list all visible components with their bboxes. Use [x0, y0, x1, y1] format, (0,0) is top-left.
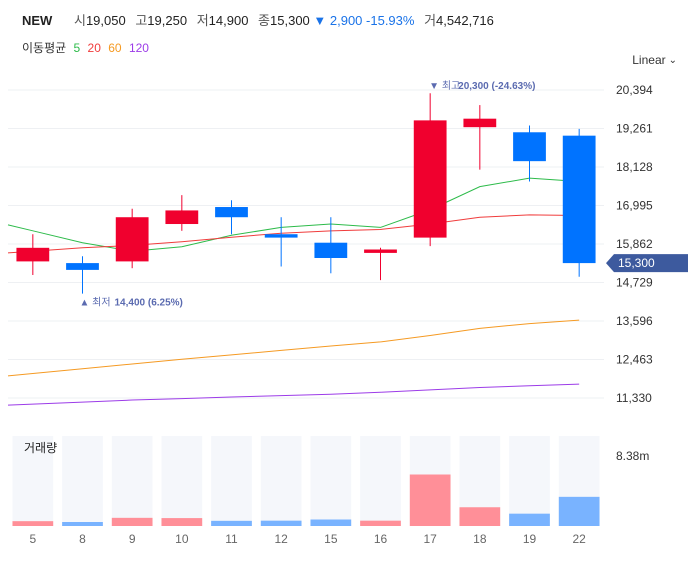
high-marker-value: 20,300 (-24.63%)	[458, 81, 535, 92]
open-label: 시	[73, 13, 86, 28]
stock-name: NEW	[22, 13, 53, 28]
ma-60-line	[7, 319, 580, 377]
y-tick-label: 11,330	[616, 391, 652, 405]
open-value: 19,050	[85, 13, 126, 28]
x-tick-label: 9	[129, 532, 136, 546]
high-value: 19,250	[147, 13, 188, 28]
change-value: ▼ 2,900 -15.93%	[313, 13, 415, 28]
high-marker-label: ▼ 최고	[429, 80, 460, 92]
candle-body	[562, 135, 596, 264]
close-value: 15,300	[270, 13, 310, 28]
low-label: 저	[196, 13, 209, 28]
x-tick-label: 17	[423, 532, 437, 546]
candle-body	[66, 263, 99, 270]
x-tick-label: 11	[225, 532, 238, 546]
scale-dropdown[interactable]: Linear ⌄	[632, 53, 677, 67]
y-tick-label: 12,463	[616, 353, 653, 367]
volume-column-bg	[310, 436, 352, 526]
volume-tick-label: 8.38m	[616, 449, 649, 463]
volume-bar	[360, 520, 401, 526]
last-price-tag	[606, 254, 688, 273]
moving-average-label: 이동평균	[22, 41, 67, 55]
candle-body	[513, 132, 546, 162]
y-tick-label: 16,995	[616, 199, 653, 213]
volume-bar	[558, 496, 600, 526]
candle-body	[413, 120, 447, 238]
candle-body	[264, 234, 298, 238]
volume-panel-label: 거래량	[24, 441, 57, 455]
x-tick-label: 22	[572, 532, 586, 546]
ma-120-label[interactable]: 120	[128, 41, 149, 55]
ma-20-line	[7, 214, 580, 254]
x-tick-label: 8	[79, 532, 86, 546]
volume-bar	[12, 521, 54, 526]
volume-column-bg	[360, 436, 401, 526]
volume-column-bg	[211, 436, 252, 526]
low-value: 14,900	[208, 13, 249, 28]
x-tick-label: 16	[374, 532, 388, 546]
volume-bar	[161, 518, 203, 526]
x-tick-label: 19	[523, 532, 537, 546]
chevron-down-icon: ⌄	[668, 55, 677, 66]
candle-body	[463, 118, 497, 128]
volume-value: 4,542,716	[436, 13, 494, 28]
volume-column-bg	[111, 436, 153, 526]
volume-column-bg	[260, 436, 302, 526]
y-tick-label: 19,261	[616, 122, 653, 136]
volume-bar	[409, 474, 451, 526]
moving-average-legend: 이동평균 5 20 60 120	[22, 39, 153, 56]
x-tick-label: 12	[274, 532, 288, 546]
candle-body	[115, 217, 149, 262]
volume-bar	[260, 520, 302, 526]
candle-body	[364, 249, 397, 253]
x-tick-label: 5	[29, 532, 36, 546]
high-label: 고	[135, 13, 148, 28]
ma-20-label[interactable]: 20	[87, 41, 101, 55]
candle-body	[314, 242, 348, 258]
candle-body	[215, 207, 248, 218]
volume-label: 거	[424, 13, 437, 28]
y-tick-label: 13,596	[616, 314, 653, 328]
y-tick-label: 20,394	[616, 83, 653, 97]
volume-bar	[111, 517, 153, 526]
price-summary: NEW 시19,050 고19,250 저14,900 종15,300 ▼ 2,…	[22, 10, 494, 29]
volume-column-bg	[161, 436, 203, 526]
volume-bar	[310, 519, 352, 526]
last-price-label: 15,300	[618, 256, 655, 270]
x-tick-label: 18	[473, 532, 487, 546]
volume-column-bg	[12, 436, 54, 526]
y-tick-label: 18,128	[616, 160, 653, 174]
volume-bar	[459, 507, 501, 526]
ma-5-label[interactable]: 5	[73, 41, 81, 55]
ma-60-label[interactable]: 60	[108, 41, 122, 55]
y-tick-label: 14,729	[616, 276, 653, 290]
ma-5-line	[7, 177, 580, 252]
volume-column-bg	[509, 436, 550, 526]
volume-bar	[62, 522, 103, 526]
x-tick-label: 10	[175, 532, 189, 546]
candle-body	[165, 210, 199, 225]
volume-bar	[509, 513, 550, 526]
x-tick-label: 15	[324, 532, 338, 546]
close-label: 종	[258, 13, 271, 28]
low-marker-value: 14,400 (6.25%)	[115, 298, 183, 309]
candle-body	[16, 247, 50, 262]
low-marker-label: ▲ 최저	[80, 297, 111, 309]
y-tick-label: 15,862	[616, 237, 653, 251]
ma-120-line	[7, 383, 580, 406]
volume-column-bg	[62, 436, 103, 526]
scale-label: Linear	[632, 53, 666, 67]
volume-bar	[211, 520, 252, 526]
